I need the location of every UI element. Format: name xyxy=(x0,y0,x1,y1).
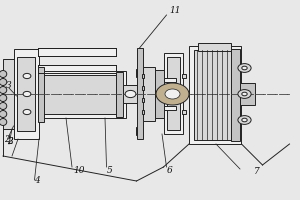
Bar xyxy=(198,43,231,51)
Text: 11: 11 xyxy=(169,6,181,15)
Circle shape xyxy=(242,66,247,70)
Text: 3: 3 xyxy=(8,137,13,146)
Bar xyxy=(164,78,176,82)
Bar xyxy=(240,83,255,105)
Bar xyxy=(136,48,143,139)
Bar xyxy=(164,92,176,96)
Bar xyxy=(123,85,138,103)
Bar xyxy=(38,48,116,56)
Bar xyxy=(164,99,176,103)
Bar xyxy=(167,57,180,130)
Ellipse shape xyxy=(0,110,7,117)
Bar xyxy=(42,75,120,114)
Ellipse shape xyxy=(0,102,7,110)
Bar xyxy=(143,67,155,121)
Text: 6: 6 xyxy=(167,166,172,175)
Circle shape xyxy=(238,90,251,98)
Circle shape xyxy=(23,109,31,115)
Text: 2: 2 xyxy=(4,135,10,144)
Bar xyxy=(164,85,176,89)
Bar xyxy=(136,127,137,135)
Bar xyxy=(182,110,186,114)
Circle shape xyxy=(125,90,136,98)
Circle shape xyxy=(238,116,251,124)
Bar xyxy=(136,69,137,77)
Circle shape xyxy=(23,73,31,79)
Bar xyxy=(142,98,144,102)
Bar xyxy=(164,53,183,134)
Circle shape xyxy=(156,83,189,105)
Circle shape xyxy=(242,92,247,96)
Ellipse shape xyxy=(0,95,7,102)
Bar xyxy=(142,110,144,114)
Ellipse shape xyxy=(0,71,7,77)
Circle shape xyxy=(23,91,31,97)
Bar xyxy=(194,50,231,140)
Bar xyxy=(142,86,144,90)
Text: 3: 3 xyxy=(6,81,12,90)
Text: 10: 10 xyxy=(74,166,85,175)
Bar xyxy=(189,46,242,144)
Bar xyxy=(155,70,164,118)
Bar xyxy=(38,65,116,73)
Bar xyxy=(116,72,123,117)
Bar xyxy=(14,49,39,139)
Text: 7: 7 xyxy=(254,167,259,176)
Bar xyxy=(182,74,186,78)
Bar xyxy=(3,59,18,129)
Bar xyxy=(142,74,144,78)
Circle shape xyxy=(165,89,180,99)
Circle shape xyxy=(242,118,247,122)
Text: 5: 5 xyxy=(106,166,112,175)
Bar xyxy=(164,106,176,110)
Bar xyxy=(231,49,240,141)
Text: 4: 4 xyxy=(34,176,40,185)
Circle shape xyxy=(238,64,251,72)
Text: 2: 2 xyxy=(8,137,13,146)
Bar xyxy=(38,67,44,122)
Ellipse shape xyxy=(0,86,7,94)
Ellipse shape xyxy=(0,78,7,86)
Ellipse shape xyxy=(0,118,7,126)
Bar xyxy=(182,92,186,96)
Bar xyxy=(39,71,126,118)
Bar xyxy=(16,57,34,131)
